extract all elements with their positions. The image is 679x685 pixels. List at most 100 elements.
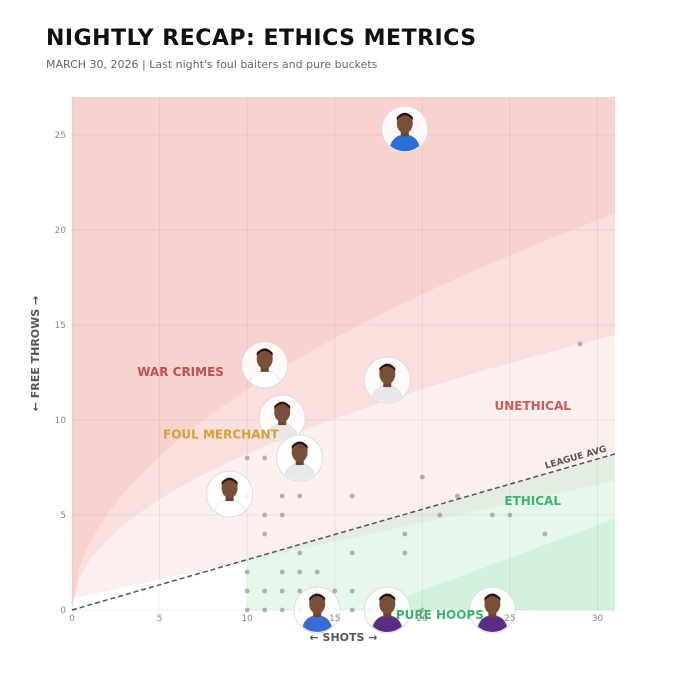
axes-layer: 0 5 10 15 20 25 30 0 5 10 15 20 25 ← SHOTS → ← FREE TH… xyxy=(29,131,603,644)
data-point xyxy=(244,588,250,594)
player-hair xyxy=(379,593,396,601)
player-head xyxy=(256,348,273,369)
player-hair xyxy=(291,441,308,449)
player-point xyxy=(258,394,306,442)
x-tick-label: 30 xyxy=(592,614,604,624)
data-point xyxy=(262,531,268,537)
data-point xyxy=(437,512,443,518)
player-hair xyxy=(396,112,413,121)
player-head xyxy=(484,594,501,614)
chart-subtitle: MARCH 30, 2026 | Last night's foul baite… xyxy=(46,58,378,71)
data-point xyxy=(349,607,355,613)
zone-label-foul-merchant: FOUL MERCHANT xyxy=(163,428,280,442)
data-point xyxy=(244,455,250,461)
data-point xyxy=(314,569,320,575)
player-avatar-icon xyxy=(371,593,404,632)
player-avatar-icon xyxy=(300,593,334,632)
y-axis-label: ← FREE THROWS → xyxy=(29,296,42,412)
x-tick-label: 10 xyxy=(241,614,253,624)
player-hair xyxy=(484,593,501,601)
data-point xyxy=(262,455,268,461)
player-point xyxy=(241,341,289,389)
player-head xyxy=(309,594,326,614)
zone-unethical-band xyxy=(72,97,615,599)
player-point xyxy=(363,356,411,404)
x-tick-label: 25 xyxy=(504,614,515,624)
league-avg-line xyxy=(71,453,616,611)
zone-label-pure-hoops: PURE HOOPS xyxy=(396,608,484,622)
player-avatar-icon xyxy=(248,348,281,387)
data-point xyxy=(279,569,285,575)
data-point xyxy=(332,588,338,594)
data-point xyxy=(244,607,250,613)
zone-war-crimes-band xyxy=(72,97,615,610)
data-point xyxy=(279,512,285,518)
player-point xyxy=(276,434,324,482)
player-avatar-icon xyxy=(371,363,404,403)
player-head xyxy=(291,442,308,462)
zone-layer xyxy=(72,97,615,610)
data-point xyxy=(297,493,303,499)
data-point xyxy=(279,588,285,594)
data-point xyxy=(402,531,408,537)
y-tick-label: 15 xyxy=(55,321,66,331)
chart-title: NIGHTLY RECAP: ETHICS METRICS xyxy=(46,26,477,51)
y-tick-label: 25 xyxy=(55,131,66,141)
zone-label-war-crimes: WAR CRIMES xyxy=(137,365,224,379)
player-hair xyxy=(274,401,291,410)
zone-label-unethical: UNETHICAL xyxy=(494,399,571,413)
player-point xyxy=(381,105,429,153)
zone-label-ethical: ETHICAL xyxy=(504,494,561,508)
data-point xyxy=(349,493,355,499)
zone-foul-band xyxy=(72,97,615,610)
player-point xyxy=(206,470,254,518)
x-tick-label: 0 xyxy=(69,614,75,624)
player-avatar-icon xyxy=(213,477,246,517)
y-tick-label: 5 xyxy=(60,511,66,521)
player-hair xyxy=(379,363,396,372)
player-point xyxy=(468,586,516,634)
player-head xyxy=(274,402,291,423)
data-point xyxy=(349,588,355,594)
y-tick-label: 20 xyxy=(55,226,67,236)
player-avatar-icon xyxy=(283,441,316,480)
data-point xyxy=(297,588,303,594)
player-head xyxy=(379,364,396,385)
labels-layer: WAR CRIMES FOUL MERCHANT UNETHICAL ETHICAL P… xyxy=(137,365,571,622)
data-point xyxy=(279,493,285,499)
data-point xyxy=(542,531,548,537)
y-tick-label: 10 xyxy=(55,416,67,426)
players-layer xyxy=(206,105,516,634)
x-tick-label: 15 xyxy=(329,614,340,624)
x-tick-label: 5 xyxy=(157,614,163,624)
data-point xyxy=(507,512,513,518)
player-avatar-icon xyxy=(476,593,509,632)
player-point xyxy=(363,586,411,634)
data-point xyxy=(419,607,425,613)
data-point xyxy=(297,550,303,556)
player-hair xyxy=(256,348,273,356)
data-point xyxy=(262,512,268,518)
data-point xyxy=(262,588,268,594)
data-point xyxy=(297,569,303,575)
data-point xyxy=(402,550,408,556)
data-point xyxy=(279,607,285,613)
data-point xyxy=(244,569,250,575)
player-hair xyxy=(309,593,326,601)
x-axis-label: ← SHOTS → xyxy=(310,631,378,644)
data-point xyxy=(349,550,355,556)
player-head xyxy=(396,113,413,134)
data-point xyxy=(454,493,460,499)
zone-ethical-band xyxy=(247,454,615,610)
data-point xyxy=(262,607,268,613)
player-avatar-icon xyxy=(388,112,422,152)
data-point xyxy=(489,512,495,518)
zone-pure-hoops-band xyxy=(369,518,615,610)
x-tick-label: 20 xyxy=(417,614,429,624)
player-hair xyxy=(221,477,238,486)
data-point xyxy=(577,341,583,347)
player-head xyxy=(221,478,238,499)
y-tick-label: 0 xyxy=(60,606,66,616)
player-head xyxy=(379,594,396,614)
